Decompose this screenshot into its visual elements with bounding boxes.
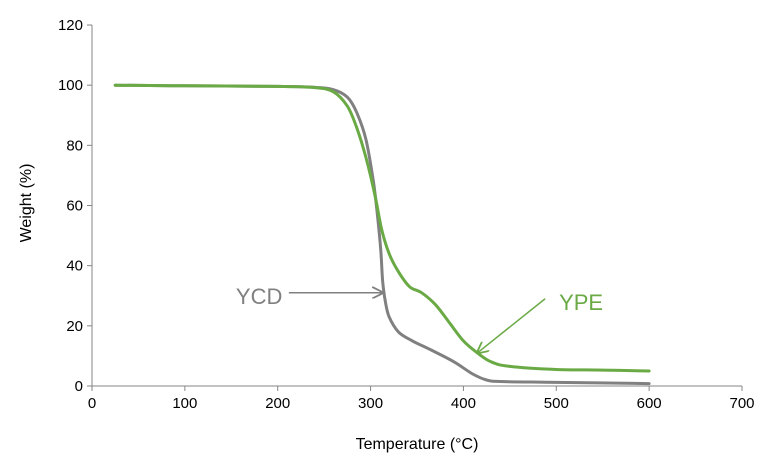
x-tick-label: 100 bbox=[172, 395, 197, 412]
x-tick-label: 700 bbox=[729, 395, 754, 412]
x-tick-label: 200 bbox=[265, 395, 290, 412]
y-tick-label: 100 bbox=[58, 77, 83, 94]
y-tick-label: 80 bbox=[66, 137, 83, 154]
y-tick-label: 20 bbox=[66, 318, 83, 335]
y-tick-label: 0 bbox=[75, 378, 83, 395]
x-axis-title: Temperature (°C) bbox=[356, 436, 479, 453]
series-layer bbox=[113, 83, 651, 386]
x-tick-label: 500 bbox=[544, 395, 569, 412]
series-line-ype bbox=[113, 83, 651, 373]
y-tick-label: 60 bbox=[66, 198, 83, 215]
annotation-arrow-ype bbox=[477, 298, 546, 353]
y-tick-label: 120 bbox=[58, 17, 83, 34]
axes: 0 20 40 60 80 100 120 0 100 200 300 400 500 600 700 bbox=[58, 17, 755, 412]
x-tick-label: 600 bbox=[637, 395, 662, 412]
x-tick-label: 300 bbox=[358, 395, 383, 412]
x-tick-label: 400 bbox=[451, 395, 476, 412]
annotations: YCD YPE bbox=[236, 284, 603, 353]
x-tick-label: 0 bbox=[88, 395, 96, 412]
y-axis-title: Weight (%) bbox=[18, 164, 35, 243]
annotation-label-ycd: YCD bbox=[236, 284, 282, 309]
y-tick-label: 40 bbox=[66, 258, 83, 275]
annotation-label-ype: YPE bbox=[559, 290, 603, 315]
